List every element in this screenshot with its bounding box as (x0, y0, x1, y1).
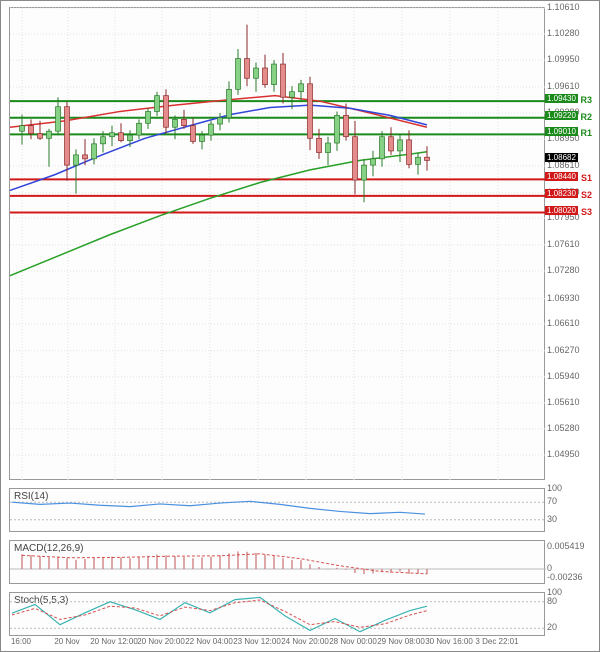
sr-price-r1: 1.09010 (545, 127, 578, 136)
stoch-yaxis: 2080100 (545, 592, 597, 636)
macd-panel[interactable]: MACD(12,26,9) (9, 540, 545, 584)
rsi-line (12, 501, 425, 514)
rsi-panel[interactable]: RSI(14) (9, 488, 545, 532)
macd-signal-line (22, 554, 427, 574)
current-price-tag: 1.08682 (545, 153, 578, 162)
stoch-panel[interactable]: Stoch(5,5,3) (9, 592, 545, 636)
time-xaxis: 16:0020 Nov20 Nov 12:0020 Nov 20:0022 No… (9, 637, 545, 651)
macd-yaxis: -0.0023600.005419 (545, 540, 597, 584)
price-panel[interactable]: R3R2R1S1S2S3 (9, 7, 545, 480)
sr-price-r3: 1.09430 (545, 94, 578, 103)
trading-chart: R3R2R1S1S2S3 1.049501.052801.056101.0594… (0, 0, 600, 652)
stoch-k-line (12, 597, 427, 631)
sr-price-s2: 1.08230 (545, 189, 578, 198)
stoch-d-line (12, 600, 427, 627)
price-yaxis: 1.049501.052801.056101.059401.062701.066… (545, 7, 597, 480)
sr-price-s3: 1.08020 (545, 206, 578, 215)
sr-price-s1: 1.08440 (545, 172, 578, 181)
sr-price-r2: 1.09220 (545, 111, 578, 120)
rsi-yaxis: 3070100 (545, 488, 597, 532)
